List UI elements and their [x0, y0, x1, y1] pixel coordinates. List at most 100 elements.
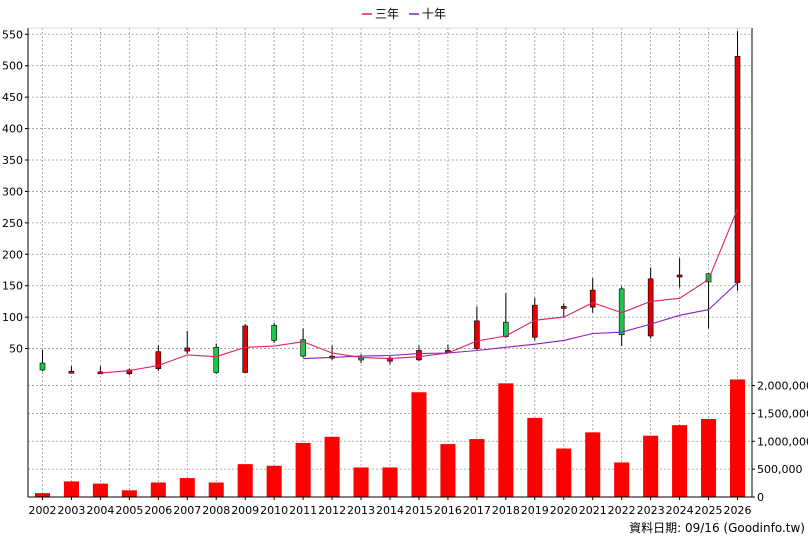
price-tick-label: 150	[2, 280, 23, 293]
price-tick-label: 100	[2, 311, 23, 324]
candle-2024	[676, 258, 683, 288]
candle-body	[589, 289, 596, 308]
candle-body	[300, 339, 306, 357]
volume-bar-2020	[556, 448, 572, 497]
candle-body	[560, 306, 567, 309]
candle-2002	[39, 349, 46, 372]
candle-body	[271, 325, 277, 341]
legend-label-ma3: 三年	[375, 7, 399, 21]
year-tick-label: 2022	[608, 504, 636, 517]
candle-body	[184, 347, 191, 352]
candle-2009	[242, 324, 248, 374]
volume-bar-2022	[614, 462, 630, 497]
volume-bar-2019	[527, 417, 543, 497]
legend: 三年 十年	[362, 7, 446, 21]
candle-2021	[589, 278, 596, 313]
candle-body	[39, 362, 46, 371]
year-tick-label: 2019	[521, 504, 549, 517]
volume-tick-label: 2,000,000	[757, 380, 808, 393]
candle-body	[705, 273, 712, 283]
volume-bar-2003	[63, 481, 79, 497]
volume-bar-2009	[237, 464, 253, 497]
price-axis-ticks: 50 100 150 200 250 300 350 400 450 500 550	[2, 28, 28, 356]
price-tick-label: 500	[2, 60, 23, 73]
candle-2008	[213, 343, 220, 374]
year-tick-label: 2005	[115, 504, 143, 517]
volume-tick-label: 0	[757, 491, 764, 504]
volume-bar-2008	[208, 482, 224, 497]
candle-body	[676, 274, 683, 278]
year-tick-label: 2021	[579, 504, 607, 517]
volume-bar-2002	[34, 493, 51, 497]
year-tick-label: 2015	[405, 504, 433, 517]
volume-bar-2024	[672, 425, 688, 497]
candle-2003	[68, 366, 75, 374]
year-tick-label: 2012	[318, 504, 346, 517]
candle-2020	[560, 303, 567, 318]
candle-2018	[503, 293, 509, 338]
volume-bar-2006	[150, 482, 166, 497]
candle-2007	[184, 330, 191, 354]
price-tick-label: 350	[2, 154, 23, 167]
candle-body	[647, 278, 654, 337]
price-tick-label: 200	[2, 248, 23, 261]
year-tick-label: 2017	[463, 504, 491, 517]
volume-bar-2021	[585, 432, 601, 497]
candle-2022	[618, 286, 625, 347]
year-axis-ticks: 2002 2003 2004 2005 2006 2007 2008 2009 2010 2011…	[28, 497, 752, 517]
year-tick-label: 2008	[202, 504, 230, 517]
candle-2025	[705, 273, 712, 329]
candle-body	[503, 321, 509, 337]
candle-body	[474, 320, 480, 349]
candle-body	[387, 357, 393, 362]
candlesticks	[39, 31, 741, 375]
year-tick-label: 2011	[289, 504, 317, 517]
candle-2011	[300, 328, 306, 358]
price-tick-label: 550	[2, 28, 23, 41]
candle-body	[68, 370, 75, 374]
candle-2023	[647, 267, 654, 339]
candle-2005	[126, 368, 133, 375]
ma3-line	[100, 208, 739, 374]
candle-2017	[474, 306, 480, 350]
year-tick-label: 2009	[231, 504, 259, 517]
candle-2019	[531, 297, 538, 341]
year-tick-label: 2007	[173, 504, 201, 517]
price-tick-label: 400	[2, 123, 23, 136]
volume-bar-2013	[353, 467, 369, 497]
year-tick-label: 2016	[434, 504, 462, 517]
volume-bars	[34, 379, 746, 497]
candle-body	[155, 351, 162, 369]
candle-body	[242, 325, 248, 373]
year-tick-label: 2023	[637, 504, 665, 517]
candle-body	[126, 369, 133, 375]
volume-bar-2017	[469, 439, 485, 497]
moving-average-lines	[100, 208, 739, 374]
volume-bar-2018	[498, 383, 514, 497]
volume-bar-2025	[701, 419, 717, 497]
year-tick-label: 2004	[86, 504, 114, 517]
candle-2014	[387, 356, 393, 365]
volume-tick-label: 1,500,000	[757, 407, 808, 420]
volume-bar-2026	[729, 379, 746, 497]
year-tick-label: 2010	[260, 504, 288, 517]
price-grid	[28, 28, 752, 380]
price-tick-label: 50	[9, 343, 23, 356]
year-tick-label: 2018	[492, 504, 520, 517]
volume-bar-2007	[179, 478, 195, 497]
price-tick-label: 300	[2, 185, 23, 198]
legend-label-ma10: 十年	[422, 7, 446, 21]
volume-bar-2004	[92, 483, 108, 497]
volume-tick-label: 500,000	[757, 463, 803, 476]
axes	[27, 27, 753, 498]
candle-body	[358, 357, 364, 361]
data-date-footer: 資料日期: 09/16 (Goodinfo.tw)	[629, 521, 805, 535]
volume-bar-2011	[295, 442, 311, 497]
candle-body	[213, 347, 220, 373]
volume-bar-2010	[266, 465, 282, 497]
price-tick-label: 450	[2, 91, 23, 104]
volume-bar-2015	[411, 392, 427, 497]
year-tick-label: 2014	[376, 504, 404, 517]
volume-bar-2012	[324, 436, 340, 497]
